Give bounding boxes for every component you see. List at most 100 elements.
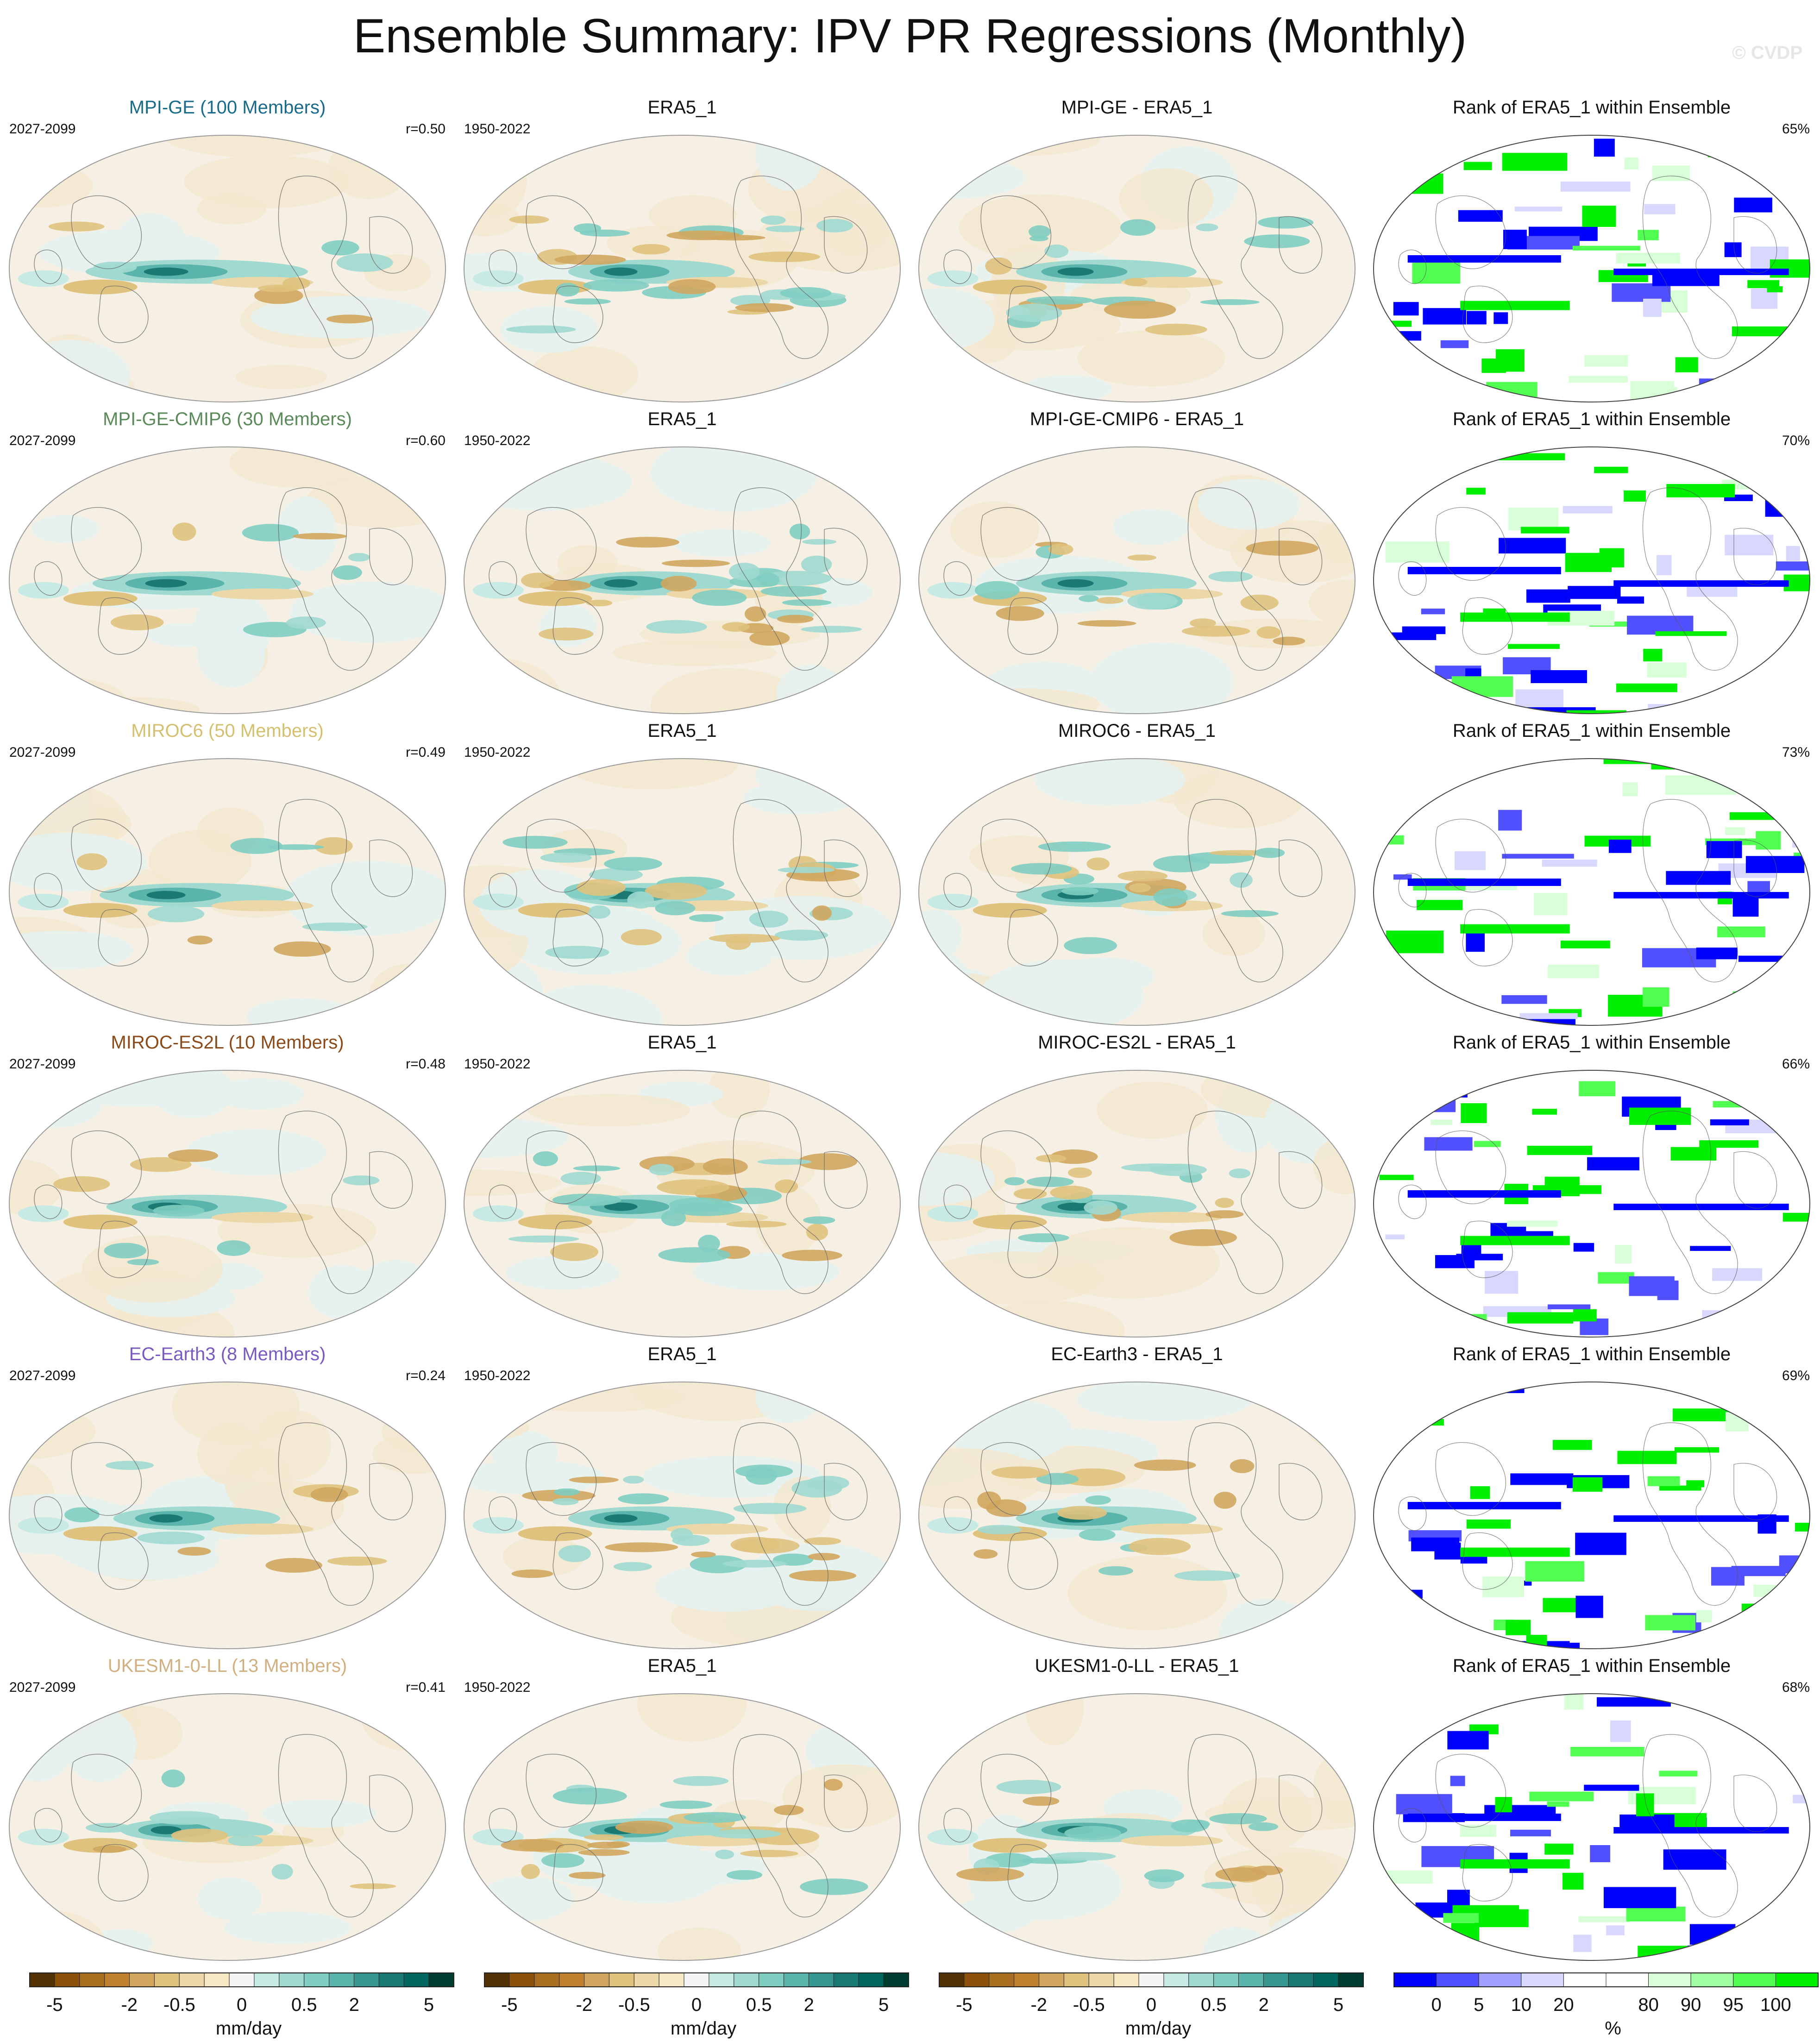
coastline <box>1398 1496 1427 1531</box>
rank-patch <box>1610 1720 1631 1742</box>
anomaly-blob <box>1130 1510 1189 1519</box>
colorbar-swatch <box>329 1972 354 1987</box>
rank-patch <box>1745 856 1805 873</box>
anomaly-blob <box>1011 863 1072 875</box>
rank-patch <box>1747 280 1780 289</box>
anomaly-blob <box>673 1776 729 1786</box>
rank-patch <box>1670 1147 1717 1161</box>
anomaly-blob <box>1050 1186 1093 1199</box>
coastline <box>1279 1774 1323 1832</box>
rank-patch <box>1402 766 1432 786</box>
anomaly-blob <box>271 1864 293 1880</box>
colorbar-swatch <box>1606 1972 1649 1987</box>
anomaly-blob <box>646 620 707 634</box>
rank-patch <box>1793 1795 1810 1803</box>
panel-obs-row3: ERA5_1 1950-2022 <box>455 720 910 1031</box>
rank-patch <box>1781 338 1810 351</box>
anomaly-blob <box>973 1214 1047 1230</box>
rank-patch <box>1688 1945 1724 1960</box>
colorbar-swatch <box>1288 1972 1314 1987</box>
anomaly-blob <box>583 279 649 292</box>
anomaly-blob <box>554 254 626 265</box>
colorbar-swatch <box>29 1972 55 1987</box>
coastline <box>526 507 597 581</box>
coastline <box>552 1844 603 1902</box>
anomaly-blob <box>76 1536 220 1580</box>
rank-patch <box>1489 1383 1525 1394</box>
anomaly-blob <box>690 1555 747 1573</box>
rank-patch <box>1415 1390 1463 1398</box>
rank-patch <box>1579 1081 1616 1097</box>
rank-patch <box>1385 1234 1405 1239</box>
colorbar-tick-label: 5 <box>1474 1995 1484 2015</box>
anomaly-blob <box>242 524 299 542</box>
anomaly-blob <box>286 616 326 629</box>
coastline <box>98 1844 149 1902</box>
panel-rank-row1: Rank of ERA5_1 within Ensemble 65% <box>1364 96 1819 408</box>
coastline <box>98 1220 149 1278</box>
colorbar-diff-units: mm/day <box>1125 2018 1192 2039</box>
panel-title: ERA5_1 <box>647 1344 717 1364</box>
panel-model-row4: MIROC-ES2L (10 Members) 2027-2099 r=0.48 <box>0 1031 455 1343</box>
coastline <box>1642 799 1738 983</box>
anomaly-blob <box>927 582 979 599</box>
anomaly-blob <box>1023 1796 1060 1806</box>
anomaly-blob <box>715 1849 734 1859</box>
rank-patch <box>1594 138 1615 157</box>
rank-patch <box>1696 1610 1712 1623</box>
colorbar-tick-label: -0.5 <box>1073 1995 1105 2015</box>
anomaly-blob <box>1313 1592 1355 1630</box>
rank-patch <box>1617 1451 1677 1464</box>
coastline <box>1733 528 1777 585</box>
watermark: © CVDP <box>1732 43 1802 63</box>
anomaly-blob <box>539 628 594 641</box>
anomaly-blob <box>550 1243 599 1261</box>
rank-patch <box>1428 1087 1468 1098</box>
anomaly-blob <box>1090 642 1233 714</box>
colorbar-swatch <box>509 1972 535 1987</box>
anomaly-blob <box>9 832 146 892</box>
anomaly-blob <box>1221 910 1279 917</box>
map-outline <box>9 758 446 1026</box>
anomaly-blob <box>48 221 105 232</box>
figure-title: Ensemble Summary: IPV PR Regressions (Mo… <box>353 9 1467 63</box>
map-outline <box>1373 1693 1810 1961</box>
rank-patch <box>1707 1329 1766 1337</box>
anomaly-blob <box>1229 1168 1250 1179</box>
anomaly-blob <box>464 1460 605 1495</box>
anomaly-blob <box>807 1476 849 1491</box>
panel-title: ERA5_1 <box>647 1032 717 1053</box>
panel-title: ERA5_1 <box>647 721 717 741</box>
panel-title: MPI-GE - ERA5_1 <box>1061 97 1213 118</box>
anomaly-blob <box>1121 1835 1223 1846</box>
rank-map <box>1373 1693 1810 1961</box>
colorbar-model-scale: -5 -2 -0.5 0 0.5 2 5 <box>29 1972 454 2015</box>
rank-patch <box>1502 854 1574 859</box>
coastline <box>1435 195 1506 269</box>
rank-patch <box>1417 900 1463 911</box>
anomaly-blob <box>1026 1176 1074 1187</box>
panel-model-row3: MIROC6 (50 Members) 2027-2099 r=0.49 <box>0 720 455 1031</box>
map-outline <box>464 446 901 714</box>
anomaly-blob <box>789 523 810 540</box>
colorbar-swatch <box>1313 1972 1339 1987</box>
rank-map <box>1373 1382 1811 1649</box>
rank-patch <box>1638 230 1659 240</box>
rank-patch <box>1446 1075 1470 1093</box>
coastline <box>943 873 972 908</box>
colorbar-swatch <box>1138 1972 1164 1987</box>
coastline <box>489 873 517 908</box>
coastline <box>1642 1422 1738 1606</box>
map-outline <box>1373 135 1810 402</box>
rank-patch <box>1792 833 1807 848</box>
rank-patch <box>1466 933 1485 952</box>
anomaly-blob <box>661 1210 686 1226</box>
anomaly-blob <box>502 835 568 849</box>
anomaly-blob <box>283 861 446 936</box>
colorbar-tick-label: 80 <box>1638 1995 1659 2015</box>
colorbar-swatch <box>1014 1972 1040 1987</box>
coastline <box>980 507 1052 581</box>
rank-patch <box>1810 1427 1811 1437</box>
rank-patch <box>1584 355 1628 367</box>
rank-patch <box>1531 670 1587 683</box>
